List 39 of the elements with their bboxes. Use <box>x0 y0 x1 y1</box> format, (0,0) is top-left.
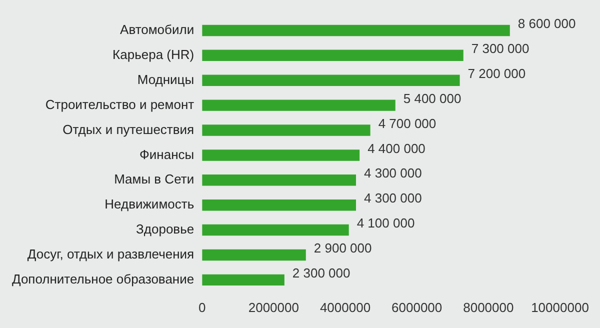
data-label: 7 200 000 <box>468 66 526 81</box>
bar <box>202 224 349 236</box>
data-label: 4 300 000 <box>364 190 422 206</box>
y-tick-label: Здоровье <box>136 222 194 237</box>
bar <box>202 274 284 286</box>
data-label: 5 400 000 <box>403 90 462 106</box>
bar <box>202 24 510 36</box>
data-label: 4 700 000 <box>378 116 436 131</box>
y-tick-label: Отдых и путешествия <box>62 122 194 137</box>
data-label: 7 300 000 <box>471 40 530 56</box>
data-label: 4 300 000 <box>364 166 422 181</box>
y-tick-label: Финансы <box>140 146 194 162</box>
x-tick-label: 0 <box>198 300 206 315</box>
data-label: 2 300 000 <box>292 266 350 281</box>
y-tick-label: Карьера (HR) <box>112 46 194 62</box>
x-tick-label: 8000000 <box>463 300 514 315</box>
y-tick-label: Досуг, отдых и развлечения <box>27 246 194 262</box>
x-tick-label: 10000000 <box>531 300 589 315</box>
bar <box>202 249 306 261</box>
bar <box>202 174 356 186</box>
data-label: 4 400 000 <box>368 140 426 156</box>
x-tick-label: 2000000 <box>248 300 299 315</box>
bar <box>202 100 396 111</box>
y-tick-label: Дополнительное образование <box>12 272 194 287</box>
data-label: 8 600 000 <box>518 16 576 32</box>
y-tick-label: Строительство и ремонт <box>45 96 194 112</box>
bar <box>202 124 370 136</box>
data-label: 4 100 000 <box>356 216 415 231</box>
y-tick-label: Автомобили <box>120 22 194 38</box>
data-label: 2 900 000 <box>314 240 372 256</box>
x-tick-label: 6000000 <box>392 300 442 315</box>
bar <box>202 150 360 161</box>
x-tick-label: 4000000 <box>320 300 371 315</box>
y-tick-label: Недвижимость <box>104 196 194 212</box>
bar <box>202 50 464 62</box>
y-tick-label: Модницы <box>137 72 194 87</box>
y-tick-label: Мамы в Сети <box>114 172 194 187</box>
bar <box>202 74 460 86</box>
bar <box>202 199 356 211</box>
